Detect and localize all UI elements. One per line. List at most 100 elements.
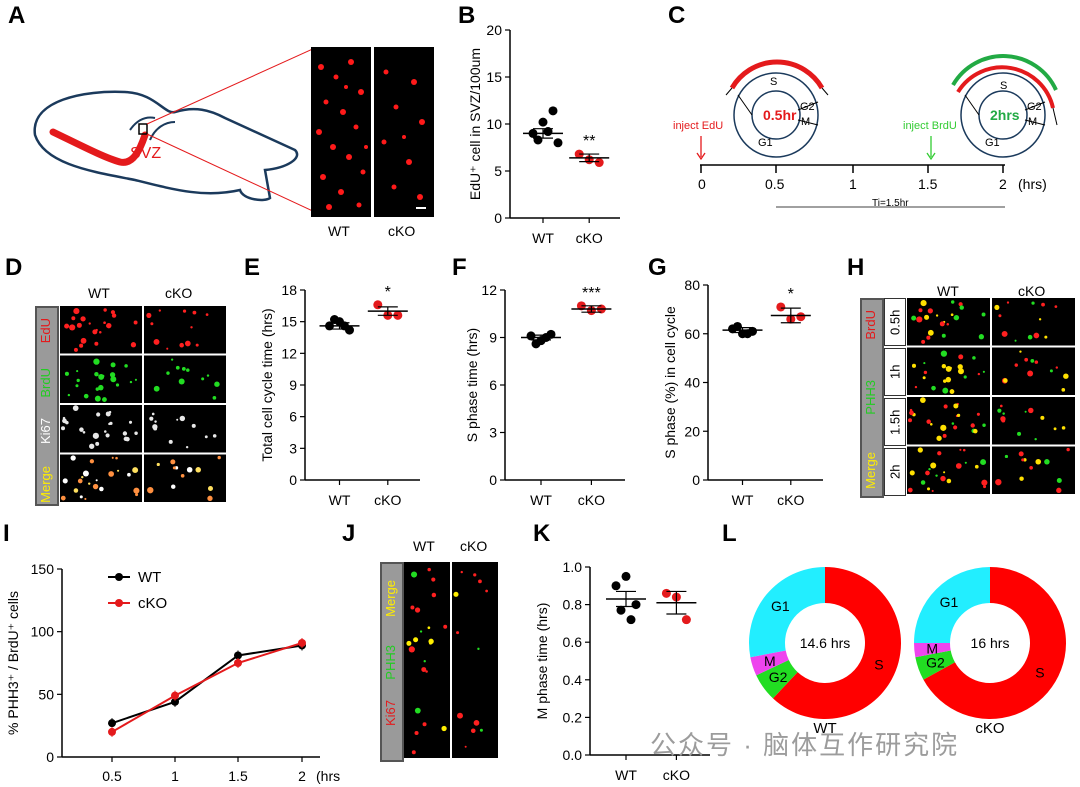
micrograph-svg — [404, 562, 498, 758]
slice-label: G2 — [769, 669, 788, 685]
cell-dot — [427, 567, 431, 572]
x-tick-label: cKO — [576, 230, 603, 246]
cell-dot — [923, 362, 926, 365]
micrograph-svg — [60, 306, 226, 502]
cell-dot — [186, 466, 193, 473]
panel-j-wt-label: WT — [413, 538, 435, 554]
cell-dot — [1006, 301, 1010, 304]
cell-dot — [982, 423, 986, 428]
cell-dot — [425, 670, 428, 673]
data-point — [743, 329, 752, 339]
panel-j-stain-merge: Merge — [383, 580, 398, 617]
cell-dot — [1028, 407, 1034, 414]
chart-e: 0 3 6 9 12 15 18 WT cKO * Total cell cycle time (h… — [259, 282, 420, 505]
cell-dot — [974, 464, 979, 469]
x-tick-label: cKO — [777, 492, 804, 505]
panel-letter-e: E — [244, 254, 261, 281]
cell-dot — [922, 376, 926, 380]
cell-dot — [1003, 378, 1008, 383]
donut-caption: WT — [813, 720, 836, 737]
cell-dot — [182, 309, 187, 313]
cell-dot — [64, 323, 70, 329]
cell-dot — [945, 376, 952, 383]
cell-dot — [953, 403, 959, 409]
cell-dot — [1061, 426, 1066, 430]
cell-dot — [171, 484, 176, 489]
micrograph-a-wt — [311, 47, 371, 217]
cell-dot — [71, 316, 76, 321]
micrograph-tile — [60, 405, 142, 453]
data-point — [796, 312, 806, 322]
y-tick-label: 0.8 — [563, 597, 583, 613]
significance-marker: * — [788, 286, 794, 303]
data-point — [108, 727, 116, 736]
data-point — [526, 331, 536, 341]
series-line-wt — [111, 644, 303, 725]
panel-h-time-1-5h: 1.5h — [884, 398, 906, 446]
cell-dot — [957, 368, 964, 375]
panel-h-time-0-5h: 0.5h — [884, 298, 906, 346]
cell-dot — [950, 313, 954, 317]
cell-dot — [930, 462, 937, 469]
panel-h-wt-label: WT — [937, 283, 959, 299]
cell-dot — [95, 479, 98, 482]
cell-dot — [1055, 366, 1058, 369]
y-tick-label: 15 — [281, 314, 297, 330]
x-tick-label: 1 — [171, 768, 179, 784]
y-tick-label: 6 — [489, 377, 497, 393]
cell-dot — [926, 419, 931, 424]
cell-dot — [130, 342, 137, 348]
cell-dot — [931, 385, 936, 391]
cell-dot — [105, 411, 111, 417]
cycle2-time: 2hrs — [990, 107, 1020, 123]
micrograph-tile — [144, 306, 226, 354]
cell-dot — [964, 461, 967, 464]
cell-dot — [406, 640, 412, 646]
cell-dot — [936, 435, 942, 441]
panel-letter-f: F — [452, 254, 467, 281]
cell-dot — [154, 386, 160, 391]
cell-dot — [951, 422, 955, 425]
data-point — [631, 600, 641, 610]
cell-dot — [1014, 339, 1017, 342]
cell-dot — [958, 302, 963, 307]
x-tick-label: 2 — [298, 768, 306, 784]
y-tick-label: 15 — [486, 69, 502, 85]
cell-dot — [94, 395, 101, 402]
cell-dot — [1030, 359, 1035, 363]
y-tick-label: 0.0 — [563, 747, 583, 763]
cell-dot — [79, 495, 83, 499]
cell-dot — [158, 309, 161, 312]
cell-dot — [84, 497, 87, 500]
cell-dot — [1041, 302, 1045, 307]
cell-dot — [207, 495, 213, 502]
y-tick-label: 20 — [486, 22, 502, 38]
cell-dot — [73, 347, 78, 352]
cell-dot — [982, 370, 985, 373]
cell-dot — [103, 321, 106, 325]
donut-slice-g2 — [756, 660, 798, 699]
cell-dot — [923, 370, 928, 375]
cell-dot — [88, 322, 91, 325]
cell-dot — [1031, 301, 1035, 305]
cell-dot — [110, 376, 117, 383]
cycle2-g1: G1 — [985, 137, 1000, 149]
watermark-text: 公众号 · 脑体互作研究院 — [650, 730, 960, 760]
donut-slice-g2 — [915, 650, 955, 680]
cell-dot — [942, 387, 949, 394]
legend-marker — [115, 599, 123, 607]
micrograph-tile — [907, 397, 990, 445]
cell-dot — [410, 571, 418, 578]
panel-j-stain-phh3: PHH3 — [383, 645, 398, 680]
cell-dot — [921, 339, 926, 344]
cell-dot — [135, 493, 139, 497]
y-tick-label: 150 — [31, 561, 55, 577]
cell-dot — [456, 631, 460, 635]
cell-dot — [479, 728, 483, 732]
cell-dot — [1053, 427, 1057, 431]
panel-d-wt-label: WT — [88, 285, 110, 301]
cell-dot — [920, 300, 927, 307]
cell-dot — [178, 378, 185, 385]
data-point — [733, 321, 742, 331]
cell-dot — [69, 324, 76, 331]
